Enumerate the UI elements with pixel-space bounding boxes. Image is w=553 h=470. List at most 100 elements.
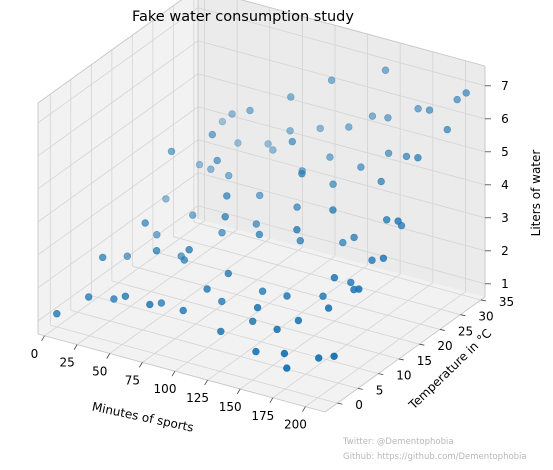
data-point xyxy=(256,191,264,200)
data-point xyxy=(249,317,257,325)
grid-y-floor xyxy=(152,251,440,330)
data-point xyxy=(329,206,337,214)
grid-x-floor xyxy=(44,220,205,337)
grid-y-floor xyxy=(132,265,420,345)
data-point xyxy=(384,114,392,122)
data-point xyxy=(253,303,262,312)
z-tick-label: 3 xyxy=(501,211,509,225)
data-point xyxy=(368,256,376,264)
data-point xyxy=(98,253,107,262)
data-point xyxy=(294,316,303,325)
z-tick-label: 1 xyxy=(501,277,509,291)
watermark-twitter: Twitter: @Dementophobia xyxy=(343,437,454,447)
data-point xyxy=(121,292,130,300)
data-point xyxy=(258,287,267,295)
data-point xyxy=(381,66,390,74)
x-tick-mark xyxy=(236,388,241,395)
grid-x-floor xyxy=(239,273,401,390)
data-point xyxy=(345,123,353,131)
x-tick-mark xyxy=(73,344,78,350)
x-tick-label: 100 xyxy=(154,382,177,396)
data-point xyxy=(324,304,333,312)
data-point xyxy=(293,203,301,211)
x-tick-mark xyxy=(106,353,111,359)
grid-z-left xyxy=(37,106,199,223)
x-tick-mark xyxy=(171,371,176,377)
data-point xyxy=(225,171,233,180)
data-point xyxy=(298,170,306,178)
x-tick-label: 25 xyxy=(59,356,74,370)
data-point xyxy=(110,295,118,303)
z-axis-label: Liters of water xyxy=(529,150,543,237)
data-point xyxy=(368,112,377,120)
data-point xyxy=(315,354,323,362)
x-tick-label: 0 xyxy=(31,347,39,361)
z-tick-label: 5 xyxy=(501,145,509,159)
left-wall-pane xyxy=(38,0,198,334)
data-point xyxy=(355,285,363,293)
y-tick-label: 30 xyxy=(478,310,493,324)
x-tick-label: 75 xyxy=(125,373,140,387)
data-point xyxy=(402,152,411,161)
grid-lines xyxy=(37,0,486,408)
data-point xyxy=(195,160,204,169)
grid-z-back xyxy=(197,172,486,252)
data-point xyxy=(269,146,277,154)
data-point xyxy=(228,110,236,118)
data-point xyxy=(157,299,166,307)
y-tick-label: 5 xyxy=(376,383,384,397)
x-tick-mark xyxy=(302,406,306,412)
data-point xyxy=(84,293,93,301)
data-point xyxy=(234,139,242,147)
x-tick-label: 200 xyxy=(284,418,307,432)
grid-z-back xyxy=(197,73,486,153)
y-tick-label: 25 xyxy=(458,324,473,338)
data-point xyxy=(218,297,226,306)
data-point xyxy=(208,130,217,139)
data-point xyxy=(326,153,334,161)
watermark-github: Github: https://github.com/Dementophobia xyxy=(343,452,527,462)
data-point xyxy=(283,292,291,300)
data-point xyxy=(394,217,402,225)
y-tick-label: 0 xyxy=(355,398,363,412)
data-point xyxy=(264,140,272,148)
data-point xyxy=(221,213,229,221)
data-point xyxy=(379,254,388,262)
data-point xyxy=(180,256,189,264)
data-point xyxy=(213,156,221,165)
data-point xyxy=(189,211,197,219)
data-point xyxy=(414,104,422,113)
data-point xyxy=(425,106,434,114)
grid-z-left xyxy=(37,40,199,157)
y-tick-label: 20 xyxy=(437,339,452,353)
data-point xyxy=(293,226,301,234)
z-tick-label: 2 xyxy=(501,244,509,258)
x-tick-mark xyxy=(269,397,274,404)
data-point xyxy=(462,89,470,97)
grid-z-left xyxy=(37,205,199,322)
grid-z-back xyxy=(197,40,486,120)
data-point xyxy=(384,149,393,158)
data-point xyxy=(273,325,281,334)
data-point xyxy=(153,231,161,239)
data-point xyxy=(218,229,226,237)
grid-y-floor xyxy=(193,221,482,301)
y-tick-mark xyxy=(357,388,363,390)
x-tick-label: 175 xyxy=(251,409,274,423)
grid-z-back xyxy=(197,139,486,219)
axis-lines xyxy=(37,0,486,413)
grid-y-floor xyxy=(173,236,461,316)
data-point xyxy=(162,195,170,203)
y-tick-mark xyxy=(337,402,343,405)
data-point xyxy=(246,106,254,115)
y-tick-mark xyxy=(439,329,445,331)
data-point xyxy=(146,300,154,309)
data-point xyxy=(414,154,422,162)
data-point xyxy=(319,292,327,300)
data-point xyxy=(443,125,451,134)
data-point xyxy=(287,93,295,101)
y-tick-mark xyxy=(398,358,404,361)
data-point xyxy=(224,269,233,278)
grid-z-left xyxy=(37,73,199,190)
data-point xyxy=(123,252,132,260)
